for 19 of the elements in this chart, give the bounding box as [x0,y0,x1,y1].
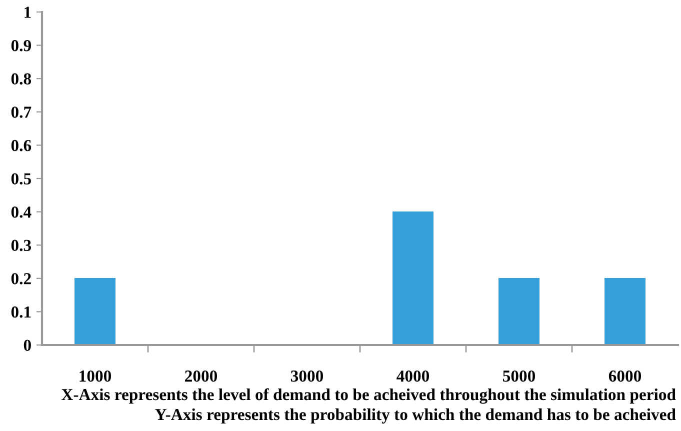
y-tick-label: 0.8 [11,73,32,85]
text: Y-Axis represents the probability to which the demand has to be acheived [155,408,676,424]
y-tick-label: 0.3 [11,240,32,252]
y-tick-label: 0.2 [11,273,31,284]
y-tick-label: 0.6 [11,140,32,152]
text: X-Axis represents the level of demand to be acheived throughout the simulation period [61,388,676,404]
y-tick-label: 1 [24,6,31,18]
y-tick-label: 0.7 [11,106,32,118]
x-tick-label: 6000 [608,370,642,382]
y-tick-label: 0.4 [11,206,32,218]
y-tick-label: 0 [24,340,31,351]
y-tick-label: 0.1 [11,306,31,318]
y-tick-label: 0.9 [11,40,31,52]
x-tick-label: 3000 [290,370,324,382]
y-tick-label: 0.5 [11,173,31,185]
x-tick-label: 4000 [396,370,430,382]
x-tick-label: 1000 [80,370,112,382]
x-tick-label: 2000 [185,370,218,382]
x-tick-label: 5000 [503,370,536,382]
